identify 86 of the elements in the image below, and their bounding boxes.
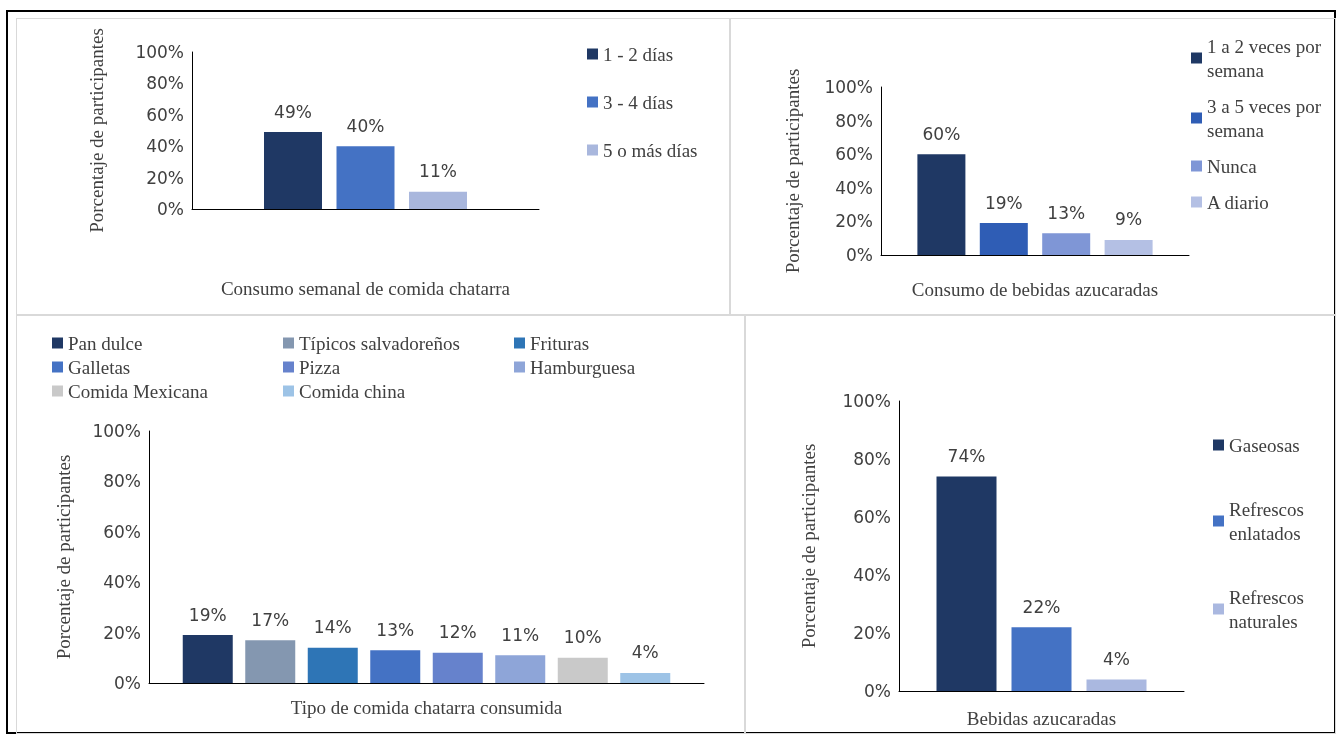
data-label: 22% <box>1022 596 1061 617</box>
legend-label: Comida Mexicana <box>68 380 209 402</box>
y-tick-label: 80% <box>835 110 873 131</box>
legend-label: 1 - 2 días <box>603 43 674 65</box>
legend-label: Pizza <box>299 356 341 378</box>
legend-label: Refrescos enlatados <box>1229 498 1309 544</box>
bar <box>557 657 608 683</box>
bar <box>979 223 1028 255</box>
y-tick-label: 40% <box>103 572 141 593</box>
y-axis-title: Porcentaje de participantes <box>781 68 803 274</box>
data-label: 49% <box>274 101 312 122</box>
y-axis-title: Porcentaje de participantes <box>797 443 819 649</box>
legend-label: Galletas <box>68 356 131 378</box>
x-axis-title: Tipo de comida chatarra consumida <box>290 697 563 718</box>
y-tick-label: 100% <box>842 391 891 411</box>
data-label: 4% <box>1103 648 1130 669</box>
y-tick-label: 40% <box>146 136 184 157</box>
bar <box>620 672 671 683</box>
data-label: 9% <box>1115 209 1143 230</box>
legend-label: Nunca <box>1207 155 1258 177</box>
data-label: 13% <box>1047 202 1086 223</box>
data-label: 74% <box>947 445 986 466</box>
bar <box>409 191 467 209</box>
bar <box>936 476 997 691</box>
bar <box>1011 627 1072 691</box>
y-axis-title: Porcentaje de participantes <box>85 28 107 233</box>
bar <box>1086 679 1147 691</box>
data-label: 11% <box>501 624 540 645</box>
data-label: 19% <box>984 192 1023 213</box>
bar <box>182 635 233 683</box>
y-tick-label: 100% <box>92 421 141 441</box>
y-tick-label: 80% <box>146 73 184 94</box>
bar <box>917 154 966 255</box>
bar <box>264 132 322 209</box>
data-label: 12% <box>438 622 477 643</box>
bar <box>1104 239 1153 255</box>
y-tick-label: 100% <box>135 42 184 62</box>
bar <box>336 146 395 209</box>
data-label: 4% <box>631 642 659 663</box>
y-tick-label: 80% <box>103 471 141 492</box>
y-tick-label: 20% <box>835 211 873 232</box>
y-tick-label: 60% <box>103 521 141 542</box>
y-tick-label: 0% <box>864 681 891 701</box>
legend-label: 1 a 2 veces por semana <box>1207 35 1326 81</box>
legend-label: Pan dulce <box>68 332 143 354</box>
y-tick-label: 0% <box>114 673 141 693</box>
x-axis-title: Bebidas azucaradas <box>966 708 1117 729</box>
data-label: 19% <box>188 604 227 625</box>
legend-label: 3 - 4 días <box>603 91 674 113</box>
y-tick-label: 20% <box>103 622 141 643</box>
legend-label: Gaseosas <box>1229 434 1300 456</box>
y-tick-label: 80% <box>853 449 891 469</box>
legend-label: Hamburguesa <box>530 356 636 378</box>
bar <box>245 640 296 683</box>
legend-label: Comida china <box>299 380 406 402</box>
bar <box>432 652 483 683</box>
y-tick-label: 0% <box>157 199 184 219</box>
bar <box>1042 233 1091 255</box>
data-label: 10% <box>563 627 602 648</box>
data-label: 11% <box>419 161 457 182</box>
legend-label: Típicos salvadoreños <box>299 332 460 354</box>
y-tick-label: 40% <box>835 177 873 198</box>
legend-label: A diario <box>1207 191 1269 213</box>
legend-label: 3 a 5 veces por semana <box>1207 95 1326 141</box>
y-tick-label: 0% <box>846 245 873 265</box>
data-label: 17% <box>251 609 290 630</box>
data-label: 60% <box>922 123 961 144</box>
y-tick-label: 60% <box>835 144 873 165</box>
legend-label: Refrescos naturales <box>1229 586 1309 632</box>
y-tick-label: 60% <box>146 104 184 125</box>
data-label: 13% <box>376 619 415 640</box>
x-axis-title: Consumo semanal de comida chatarra <box>220 278 511 299</box>
bar <box>495 655 546 683</box>
bar <box>307 647 358 683</box>
y-tick-label: 40% <box>853 565 891 585</box>
legend-label: 5 o más días <box>603 139 698 161</box>
y-axis-title: Porcentaje de participantes <box>52 454 74 660</box>
y-tick-label: 20% <box>853 623 891 643</box>
x-axis-title: Consumo de bebidas azucaradas <box>911 279 1159 300</box>
y-tick-label: 100% <box>824 77 873 97</box>
data-label: 40% <box>346 115 385 136</box>
y-tick-label: 20% <box>146 167 184 188</box>
y-tick-label: 60% <box>853 507 891 527</box>
data-label: 14% <box>313 617 352 638</box>
bar <box>370 650 421 683</box>
legend-label: Frituras <box>530 332 590 354</box>
